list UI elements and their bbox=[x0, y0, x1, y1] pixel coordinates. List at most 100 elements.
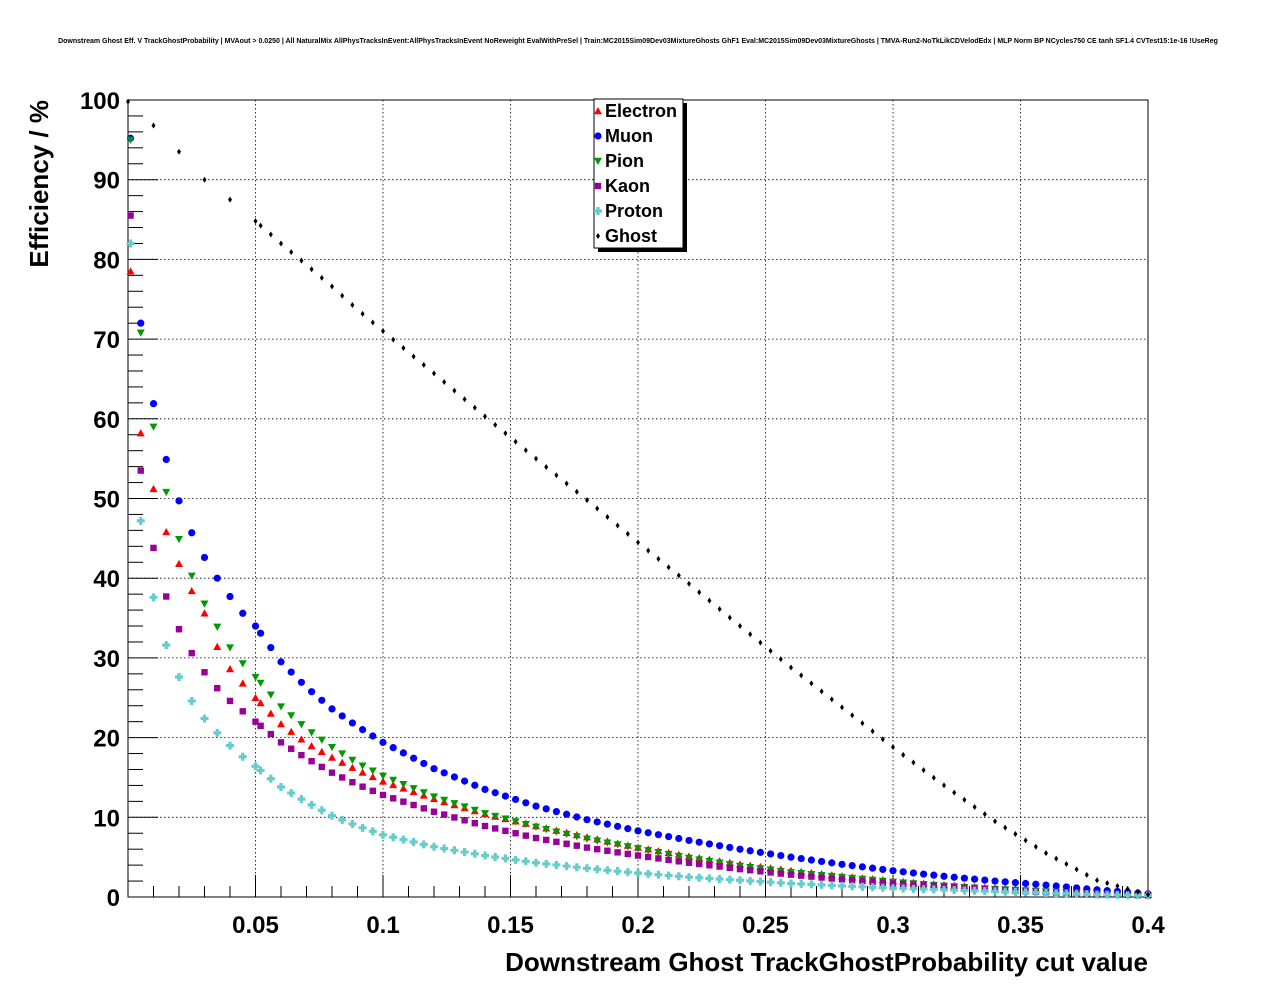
data-point bbox=[127, 212, 134, 219]
x-tick-label: 0.25 bbox=[742, 912, 789, 939]
data-point bbox=[521, 820, 530, 829]
data-point bbox=[980, 887, 989, 896]
data-point bbox=[297, 721, 306, 729]
data-point bbox=[593, 865, 602, 874]
data-point bbox=[695, 838, 703, 846]
data-point bbox=[675, 834, 683, 843]
data-point bbox=[687, 580, 691, 587]
data-point bbox=[401, 345, 406, 352]
data-point bbox=[676, 572, 681, 579]
y-tick-label: 10 bbox=[93, 805, 120, 832]
data-point bbox=[808, 873, 815, 880]
data-point bbox=[644, 869, 653, 878]
data-point bbox=[614, 849, 621, 856]
tick-labels: 0.05 0.1 0.15 0.2 0.25 0.3 0.35 0.4 0 10 20 30 40 50 6… bbox=[80, 88, 1165, 939]
data-point bbox=[268, 231, 273, 238]
data-point bbox=[187, 572, 196, 580]
data-point bbox=[1113, 890, 1122, 899]
data-point bbox=[239, 708, 246, 715]
data-point bbox=[358, 823, 367, 832]
data-point bbox=[511, 855, 520, 864]
data-point bbox=[644, 829, 652, 837]
data-point bbox=[175, 535, 183, 544]
data-point bbox=[654, 870, 663, 879]
data-point bbox=[251, 693, 260, 701]
data-point bbox=[562, 830, 571, 839]
data-point bbox=[868, 883, 877, 892]
data-point bbox=[532, 834, 540, 842]
data-point bbox=[715, 874, 724, 883]
data-point bbox=[299, 257, 304, 264]
data-point bbox=[838, 876, 846, 883]
data-point bbox=[696, 860, 703, 868]
data-point bbox=[869, 878, 876, 886]
data-point bbox=[287, 789, 296, 798]
data-point bbox=[623, 843, 632, 851]
data-point bbox=[594, 845, 601, 853]
data-series bbox=[126, 98, 1152, 900]
data-point bbox=[544, 463, 549, 470]
data-point bbox=[543, 836, 550, 844]
data-point bbox=[175, 673, 183, 682]
data-point bbox=[583, 835, 591, 843]
data-point bbox=[1023, 837, 1028, 844]
data-point bbox=[542, 859, 551, 868]
data-point bbox=[187, 696, 196, 705]
data-point bbox=[410, 801, 417, 809]
data-point bbox=[253, 218, 258, 225]
data-point bbox=[685, 854, 693, 862]
data-point bbox=[1062, 883, 1070, 891]
data-point bbox=[267, 643, 275, 652]
data-point bbox=[226, 644, 234, 652]
data-point bbox=[298, 751, 305, 759]
data-point bbox=[532, 823, 540, 831]
data-point bbox=[1115, 883, 1120, 890]
data-point bbox=[188, 529, 196, 537]
data-point bbox=[931, 774, 936, 781]
data-point bbox=[257, 722, 264, 730]
data-point bbox=[239, 609, 247, 617]
data-point bbox=[787, 853, 795, 861]
data-point bbox=[251, 622, 260, 630]
data-point bbox=[226, 697, 234, 705]
data-point bbox=[819, 688, 824, 695]
data-point bbox=[379, 791, 387, 799]
x-tick-label: 0.3 bbox=[876, 912, 909, 939]
data-point bbox=[1021, 888, 1030, 897]
data-point bbox=[513, 438, 518, 445]
data-point bbox=[891, 744, 895, 751]
data-point bbox=[1103, 890, 1112, 899]
data-point bbox=[1093, 890, 1101, 899]
data-point bbox=[809, 680, 814, 687]
data-point bbox=[297, 735, 306, 743]
data-point bbox=[685, 859, 693, 866]
data-point bbox=[493, 421, 498, 428]
data-point bbox=[200, 609, 209, 617]
data-point bbox=[126, 98, 130, 105]
data-point bbox=[725, 875, 734, 884]
data-point bbox=[960, 874, 969, 882]
data-point bbox=[258, 222, 263, 229]
data-point bbox=[1011, 888, 1020, 897]
data-point bbox=[595, 505, 600, 512]
data-point bbox=[787, 871, 795, 878]
data-point bbox=[358, 768, 367, 776]
data-point bbox=[858, 863, 867, 871]
data-point bbox=[126, 239, 135, 248]
data-point bbox=[471, 781, 479, 789]
data-point bbox=[226, 592, 234, 601]
data-point bbox=[1052, 889, 1061, 898]
data-point bbox=[623, 868, 632, 877]
data-point bbox=[512, 830, 519, 837]
data-point bbox=[440, 796, 449, 804]
data-point bbox=[399, 749, 407, 757]
data-point bbox=[328, 811, 336, 820]
data-point bbox=[339, 774, 346, 781]
data-point bbox=[563, 810, 571, 818]
data-point bbox=[379, 738, 387, 746]
data-point bbox=[368, 767, 377, 775]
data-point bbox=[645, 853, 652, 861]
data-point bbox=[307, 742, 316, 750]
data-point bbox=[614, 822, 622, 830]
data-point bbox=[542, 805, 550, 813]
